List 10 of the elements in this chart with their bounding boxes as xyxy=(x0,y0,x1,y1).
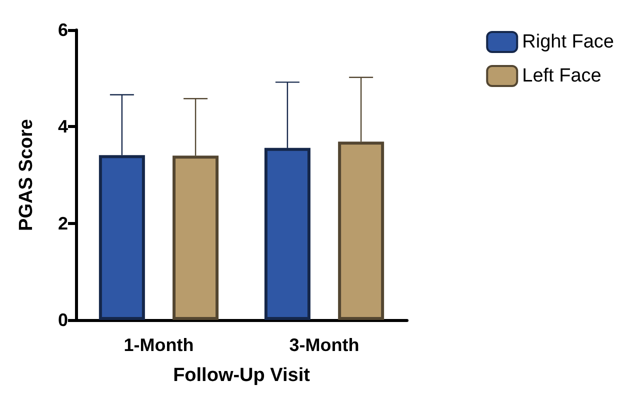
y-tick-label: 0 xyxy=(58,310,68,330)
y-axis-title: PGAS Score xyxy=(16,119,37,231)
legend-label: Left Face xyxy=(522,66,602,86)
y-tick-label: 6 xyxy=(58,20,68,40)
y-tick-label: 2 xyxy=(58,213,68,234)
x-tick-label: 1-Month xyxy=(124,335,194,355)
y-tick-label: 4 xyxy=(58,116,68,137)
x-tick-label: 3-Month xyxy=(289,335,360,355)
legend-label: Right Face xyxy=(522,32,614,52)
x-axis-title: Follow-Up Visit xyxy=(173,365,311,386)
